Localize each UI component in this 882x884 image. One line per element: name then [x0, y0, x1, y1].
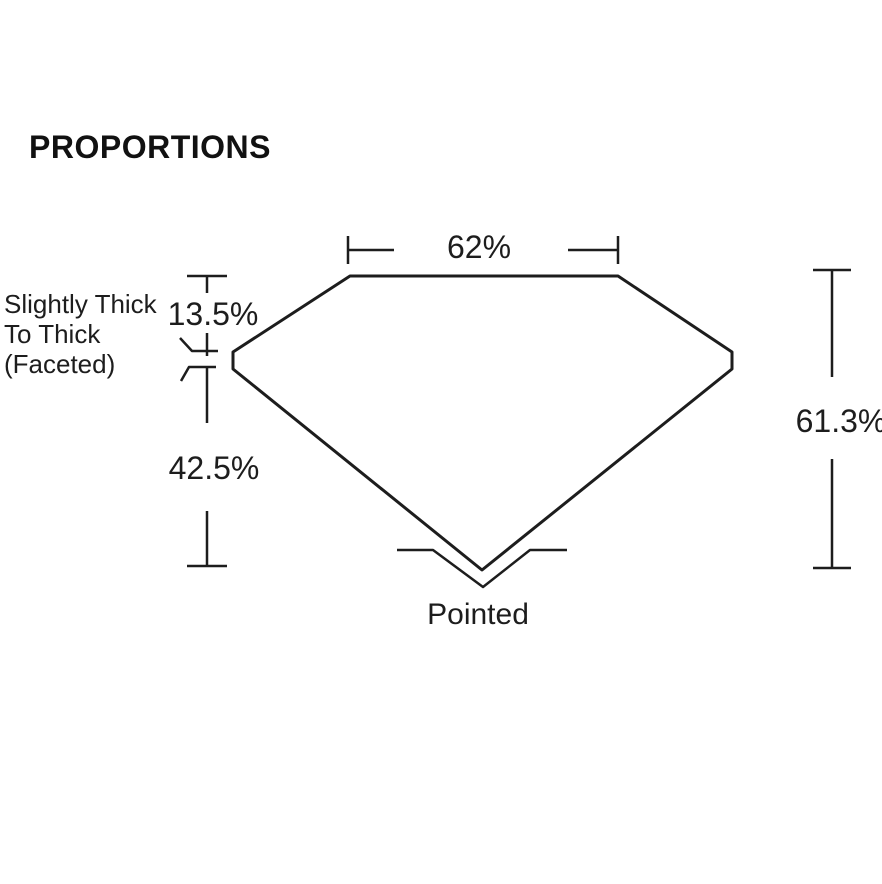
crown-height-label: 13.5% — [167, 296, 259, 332]
table-width-dimension — [346, 236, 620, 264]
total-depth-label: 61.3% — [795, 403, 882, 439]
girdle-lower-mark — [179, 365, 216, 382]
pavilion-depth-label: 42.5% — [168, 450, 260, 486]
culet-pointer — [397, 548, 567, 589]
girdle-description-label: Slightly Thick To Thick (Faceted) — [4, 289, 157, 379]
pavilion-depth-dimension — [187, 367, 227, 568]
page-title: PROPORTIONS — [29, 129, 271, 165]
total-depth-dimension — [813, 268, 851, 570]
girdle-upper-mark — [179, 337, 218, 353]
diamond-outline — [231, 274, 734, 572]
table-width-label: 62% — [446, 229, 512, 265]
culet-label: Pointed — [427, 598, 529, 631]
girdle-thickness-marks — [179, 337, 218, 382]
